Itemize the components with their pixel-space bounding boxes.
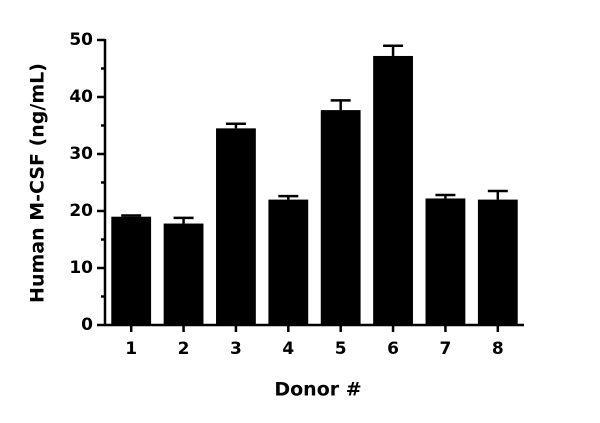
bar: [163, 223, 204, 325]
y-tick-label: 20: [69, 201, 93, 221]
x-axis-label: Donor #: [274, 379, 361, 401]
bar: [216, 128, 256, 325]
y-axis-label: Human M-CSF (ng/mL): [27, 63, 49, 303]
bar: [320, 110, 361, 325]
y-tick-label: 0: [81, 315, 93, 335]
x-tick-label: 5: [335, 339, 347, 359]
y-tick-label: 30: [69, 144, 93, 164]
bar: [268, 199, 309, 325]
x-tick-label: 7: [440, 339, 452, 359]
bar: [111, 216, 152, 325]
x-tick-label: 8: [492, 339, 504, 359]
y-tick-label: 50: [69, 30, 93, 50]
x-tick-label: 3: [230, 339, 242, 359]
x-tick-label: 2: [178, 339, 190, 359]
bar: [477, 199, 518, 325]
bar: [373, 55, 413, 326]
bar: [425, 198, 466, 325]
x-tick-label: 1: [125, 339, 137, 359]
y-tick-label: 10: [69, 258, 93, 278]
x-tick-label: 6: [387, 339, 399, 359]
y-tick-label: 40: [69, 87, 93, 107]
x-tick-label: 4: [282, 339, 294, 359]
